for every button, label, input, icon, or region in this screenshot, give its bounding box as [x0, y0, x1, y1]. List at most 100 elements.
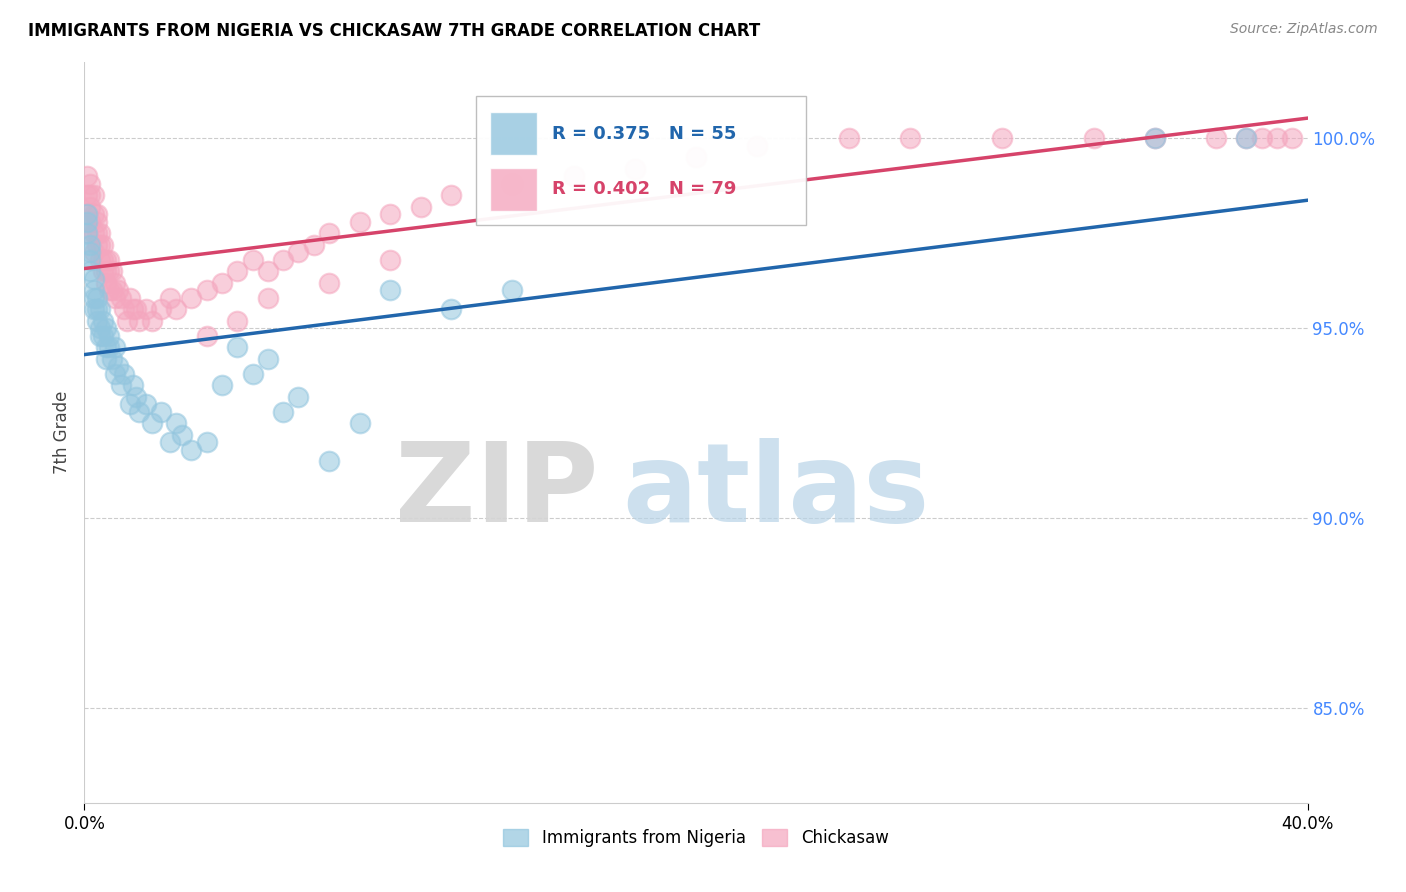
Point — [242, 252, 264, 267]
Point — [380, 207, 402, 221]
Point — [91, 252, 114, 267]
Point — [94, 321, 117, 335]
Point — [898, 131, 921, 145]
Point — [110, 291, 132, 305]
Point — [112, 302, 135, 317]
Point — [125, 302, 148, 317]
Point — [97, 283, 120, 297]
Point — [89, 302, 111, 317]
Point — [79, 200, 101, 214]
Point — [125, 390, 148, 404]
Point — [104, 276, 127, 290]
Point — [1083, 131, 1105, 145]
Point — [79, 215, 101, 229]
Point — [165, 416, 187, 430]
Point — [107, 283, 129, 297]
Point — [83, 188, 105, 202]
Point — [380, 252, 402, 267]
Point — [94, 264, 117, 278]
Point — [97, 328, 120, 343]
Point — [110, 378, 132, 392]
Point — [104, 291, 127, 305]
Y-axis label: 7th Grade: 7th Grade — [53, 391, 72, 475]
Point — [180, 442, 202, 457]
Point — [562, 169, 585, 184]
Point — [101, 351, 124, 366]
Point — [76, 215, 98, 229]
Point — [97, 340, 120, 354]
Point — [141, 416, 163, 430]
Point — [120, 291, 142, 305]
Point — [83, 207, 105, 221]
Point — [226, 313, 249, 327]
Point — [115, 313, 138, 327]
Text: R = 0.375   N = 55: R = 0.375 N = 55 — [551, 125, 735, 143]
Point — [107, 359, 129, 374]
Point — [76, 207, 98, 221]
Point — [89, 328, 111, 343]
Point — [122, 302, 145, 317]
Point — [226, 264, 249, 278]
Point — [91, 237, 114, 252]
Point — [1143, 131, 1166, 145]
Bar — [491, 168, 537, 211]
Point — [149, 302, 172, 317]
Point — [211, 276, 233, 290]
Point — [318, 276, 340, 290]
Point — [624, 161, 647, 176]
Point — [76, 188, 98, 202]
Point — [83, 302, 105, 317]
Point — [195, 283, 218, 297]
Point — [287, 390, 309, 404]
Point — [89, 237, 111, 252]
Point — [86, 291, 108, 305]
Point — [94, 252, 117, 267]
Point — [257, 291, 280, 305]
Point — [287, 245, 309, 260]
Point — [104, 367, 127, 381]
Point — [86, 237, 108, 252]
Legend: Immigrants from Nigeria, Chickasaw: Immigrants from Nigeria, Chickasaw — [496, 822, 896, 854]
Point — [318, 227, 340, 241]
Point — [94, 276, 117, 290]
Point — [91, 328, 114, 343]
Point — [257, 351, 280, 366]
Point — [83, 245, 105, 260]
Point — [120, 397, 142, 411]
Point — [838, 131, 860, 145]
Point — [83, 291, 105, 305]
Point — [349, 416, 371, 430]
Text: R = 0.402   N = 79: R = 0.402 N = 79 — [551, 180, 735, 198]
Point — [76, 207, 98, 221]
Point — [159, 435, 181, 450]
Point — [226, 340, 249, 354]
Point — [79, 237, 101, 252]
Point — [271, 252, 294, 267]
Point — [101, 283, 124, 297]
Point — [141, 313, 163, 327]
Point — [79, 177, 101, 191]
Point — [79, 264, 101, 278]
Point — [135, 397, 157, 411]
Point — [1236, 131, 1258, 145]
Point — [122, 378, 145, 392]
Point — [380, 283, 402, 297]
Point — [79, 252, 101, 267]
Point — [94, 340, 117, 354]
Point — [502, 283, 524, 297]
Point — [86, 313, 108, 327]
Point — [86, 302, 108, 317]
Point — [91, 264, 114, 278]
Point — [89, 321, 111, 335]
Point — [440, 302, 463, 317]
Point — [97, 252, 120, 267]
Point — [149, 405, 172, 419]
Point — [89, 252, 111, 267]
Point — [1281, 131, 1303, 145]
Point — [195, 435, 218, 450]
Text: Source: ZipAtlas.com: Source: ZipAtlas.com — [1230, 22, 1378, 37]
Point — [91, 313, 114, 327]
FancyBboxPatch shape — [475, 95, 806, 226]
Point — [1236, 131, 1258, 145]
Point — [409, 200, 432, 214]
